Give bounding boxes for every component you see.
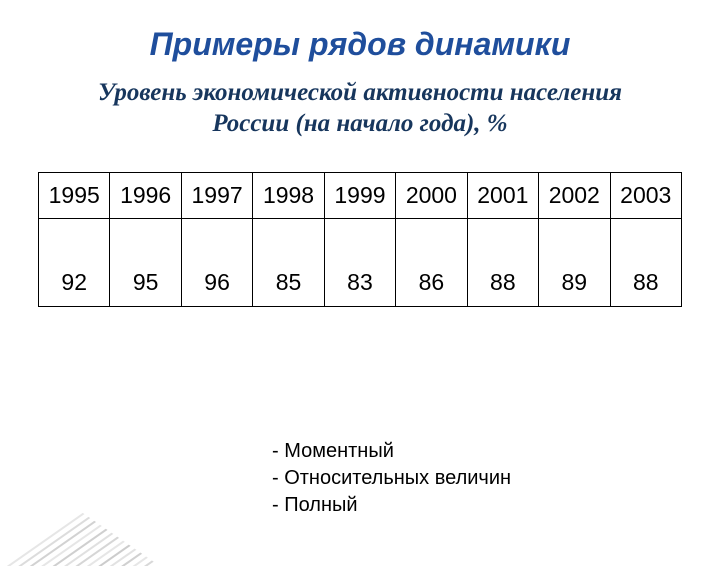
value-cell: 95 [110, 218, 181, 306]
page-title: Примеры рядов динамики [0, 26, 720, 63]
corner-decoration [0, 456, 160, 566]
value-cell: 88 [467, 218, 538, 306]
year-cell: 2003 [610, 172, 682, 218]
year-cell: 1995 [39, 172, 110, 218]
table-row-values: 92 95 96 85 83 86 88 89 88 [39, 218, 682, 306]
value-cell: 85 [253, 218, 324, 306]
year-cell: 1997 [181, 172, 252, 218]
bullet-item: - Полный [272, 492, 511, 519]
year-cell: 2000 [396, 172, 467, 218]
page-subtitle: Уровень экономической активности населен… [0, 77, 720, 140]
value-cell: 96 [181, 218, 252, 306]
value-cell: 89 [539, 218, 610, 306]
year-cell: 1998 [253, 172, 324, 218]
year-cell: 2001 [467, 172, 538, 218]
value-cell: 86 [396, 218, 467, 306]
data-table: 1995 1996 1997 1998 1999 2000 2001 2002 … [38, 172, 682, 307]
table-row-years: 1995 1996 1997 1998 1999 2000 2001 2002 … [39, 172, 682, 218]
data-table-wrap: 1995 1996 1997 1998 1999 2000 2001 2002 … [38, 172, 682, 307]
year-cell: 1999 [324, 172, 395, 218]
bullet-item: - Относительных величин [272, 465, 511, 492]
value-cell: 83 [324, 218, 395, 306]
subtitle-line1: Уровень экономической активности населен… [98, 79, 622, 106]
subtitle-line2: России (на начало года), % [212, 110, 507, 137]
year-cell: 2002 [539, 172, 610, 218]
year-cell: 1996 [110, 172, 181, 218]
value-cell: 92 [39, 218, 110, 306]
bullet-list: - Моментный - Относительных величин - По… [272, 438, 511, 519]
value-cell: 88 [610, 218, 682, 306]
bullet-item: - Моментный [272, 438, 511, 465]
hatch-icon [0, 456, 160, 566]
